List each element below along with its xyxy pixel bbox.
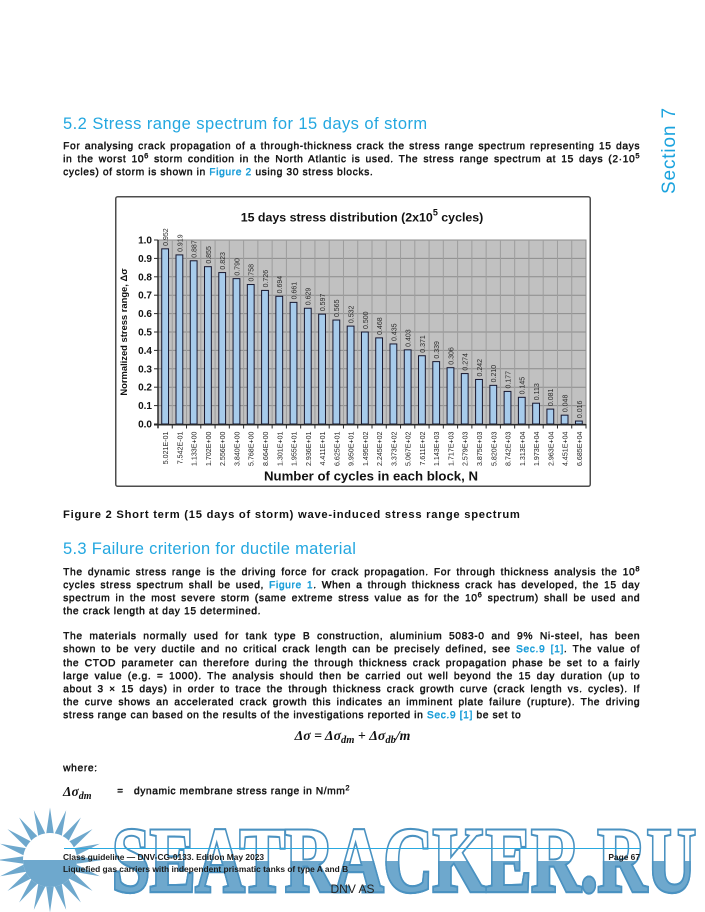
svg-text:1.702E+00: 1.702E+00 (205, 431, 213, 466)
svg-text:0.726: 0.726 (263, 270, 270, 288)
svg-text:0.952: 0.952 (163, 228, 170, 246)
svg-text:6.625E+01: 6.625E+01 (333, 431, 341, 466)
svg-text:0.6: 0.6 (138, 309, 152, 320)
svg-text:15 days stress distribution (2: 15 days stress distribution (2x105 cycle… (241, 208, 484, 225)
svg-text:0.597: 0.597 (320, 294, 327, 312)
svg-text:0.081: 0.081 (548, 388, 555, 406)
svg-text:8.664E+00: 8.664E+00 (262, 431, 270, 466)
svg-text:4.411E+01: 4.411E+01 (319, 431, 327, 465)
svg-text:0.9: 0.9 (138, 254, 152, 265)
svg-text:Normalized stress range, Δσ: Normalized stress range, Δσ (118, 268, 129, 396)
svg-text:0.887: 0.887 (192, 240, 199, 258)
svg-text:0.694: 0.694 (277, 276, 284, 294)
svg-text:3.875E+03: 3.875E+03 (476, 431, 484, 466)
svg-text:0.113: 0.113 (534, 383, 541, 400)
svg-text:0.8: 0.8 (138, 272, 152, 283)
svg-text:0.2: 0.2 (138, 383, 152, 394)
svg-text:3.373E+02: 3.373E+02 (390, 431, 398, 466)
svg-text:5.820E+03: 5.820E+03 (490, 431, 498, 466)
svg-text:Number of cycles in each block: Number of cycles in each block, N (264, 469, 478, 484)
svg-text:0.339: 0.339 (434, 341, 441, 359)
svg-text:0.145: 0.145 (520, 377, 527, 395)
svg-text:1.301E+01: 1.301E+01 (276, 431, 284, 466)
svg-text:0.210: 0.210 (491, 365, 498, 383)
svg-text:6.685E+04: 6.685E+04 (576, 431, 584, 466)
svg-text:0.048: 0.048 (563, 395, 570, 413)
svg-text:2.963E+04: 2.963E+04 (547, 431, 555, 466)
svg-text:SEATRACKER.RU: SEATRACKER.RU (112, 809, 696, 911)
svg-text:1.143E+03: 1.143E+03 (433, 431, 441, 466)
svg-text:0.306: 0.306 (448, 347, 455, 365)
svg-text:0.661: 0.661 (291, 282, 298, 300)
svg-text:0.5: 0.5 (138, 328, 152, 339)
svg-text:SEATRACKER.RU: SEATRACKER.RU (112, 809, 696, 911)
svg-text:3.840E+00: 3.840E+00 (233, 431, 241, 466)
svg-text:0.855: 0.855 (206, 246, 213, 264)
svg-text:0.823: 0.823 (220, 252, 227, 270)
svg-text:7.542E-01: 7.542E-01 (176, 431, 184, 464)
svg-text:0.468: 0.468 (377, 317, 384, 335)
svg-text:2.245E+02: 2.245E+02 (376, 431, 384, 466)
svg-text:0.274: 0.274 (463, 353, 470, 371)
svg-text:1.717E+03: 1.717E+03 (447, 431, 455, 466)
svg-text:0.500: 0.500 (363, 311, 370, 329)
svg-text:5.067E+02: 5.067E+02 (405, 431, 413, 466)
svg-text:0.0: 0.0 (138, 420, 152, 431)
svg-text:0.403: 0.403 (406, 329, 413, 347)
svg-text:4.451E+04: 4.451E+04 (562, 431, 570, 466)
svg-text:0.371: 0.371 (420, 335, 427, 353)
svg-text:7.611E+02: 7.611E+02 (419, 431, 427, 465)
svg-text:2.556E+00: 2.556E+00 (219, 431, 227, 466)
svg-text:1.973E+04: 1.973E+04 (533, 431, 541, 466)
svg-text:0.7: 0.7 (138, 291, 152, 302)
svg-text:0.4: 0.4 (138, 346, 152, 357)
svg-text:1.313E+04: 1.313E+04 (519, 431, 527, 466)
svg-text:1.955E+01: 1.955E+01 (291, 431, 299, 466)
svg-text:0.790: 0.790 (234, 258, 241, 276)
svg-text:0.758: 0.758 (249, 264, 256, 282)
svg-text:0.177: 0.177 (505, 371, 512, 389)
svg-text:8.742E+03: 8.742E+03 (505, 431, 513, 466)
svg-text:0.629: 0.629 (306, 288, 313, 306)
svg-text:0.242: 0.242 (477, 359, 484, 377)
svg-text:5.021E-01: 5.021E-01 (162, 431, 170, 464)
svg-text:0.016: 0.016 (577, 400, 584, 418)
svg-text:1.495E+02: 1.495E+02 (362, 431, 370, 466)
svg-text:0.565: 0.565 (334, 299, 341, 317)
svg-text:0.1: 0.1 (138, 401, 152, 412)
svg-text:1.133E+00: 1.133E+00 (191, 431, 199, 466)
svg-text:1.0: 1.0 (138, 236, 152, 247)
svg-text:0.532: 0.532 (349, 305, 356, 323)
svg-text:0.3: 0.3 (138, 364, 152, 375)
svg-text:2.579E+03: 2.579E+03 (462, 431, 470, 466)
svg-text:2.936E+01: 2.936E+01 (305, 431, 313, 466)
svg-text:5.768E+00: 5.768E+00 (248, 431, 256, 466)
svg-text:0.435: 0.435 (391, 323, 398, 341)
svg-text:0.919: 0.919 (177, 234, 184, 252)
svg-text:9.950E+01: 9.950E+01 (348, 431, 356, 466)
